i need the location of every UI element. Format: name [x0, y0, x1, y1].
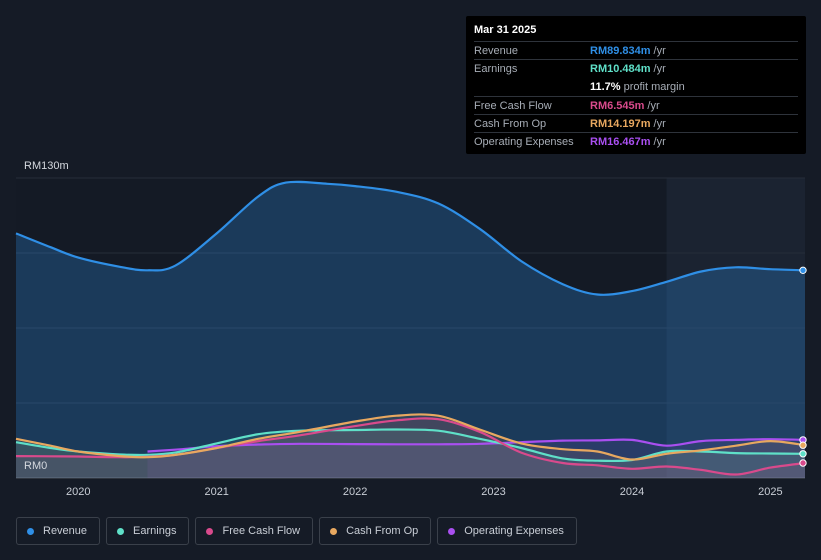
legend-dot-icon — [117, 527, 125, 535]
y-label-bottom: RM0 — [24, 460, 48, 472]
series-endpoint-2 — [799, 459, 807, 467]
legend-label: Earnings — [133, 525, 177, 537]
tooltip-unit: /yr — [653, 44, 666, 57]
series-endpoint-0 — [799, 266, 807, 275]
legend-item-operating-expenses[interactable]: Operating Expenses — [437, 517, 577, 545]
tooltip-value: 11.7% — [590, 81, 621, 94]
x-tick-label: 2023 — [481, 486, 505, 498]
series-line-1 — [15, 428, 806, 463]
series-endpoint-1 — [799, 450, 807, 458]
series-area-3 — [16, 414, 805, 478]
legend-item-cash-from-op[interactable]: Cash From Op — [319, 517, 432, 545]
tooltip-label: Operating Expenses — [474, 136, 574, 149]
legend: Revenue Earnings Free Cash Flow Cash Fro… — [16, 517, 577, 545]
tooltip-row-margin: 11.7% profit margin — [474, 78, 798, 96]
tooltip-unit: /yr — [653, 136, 666, 149]
x-axis-ticks: 2020 2021 2022 2023 2024 2025 — [66, 486, 783, 498]
tooltip-value: RM16.467m — [590, 136, 651, 149]
legend-item-revenue[interactable]: Revenue — [16, 517, 101, 545]
tooltip-panel: Mar 31 2025 Revenue RM89.834m /yr Earnin… — [466, 16, 806, 154]
x-tick-label: 2025 — [758, 486, 782, 498]
legend-label: Revenue — [43, 525, 88, 537]
tooltip-date: Mar 31 2025 — [474, 24, 537, 36]
tooltip-value: RM14.197m — [590, 117, 651, 130]
tooltip-row-earnings: Earnings RM10.484m /yr — [474, 59, 798, 77]
series-endpoint-3 — [799, 441, 807, 449]
chart-area: 2020 2021 2022 2023 2024 2025 — [15, 177, 807, 498]
legend-label: Free Cash Flow — [222, 525, 301, 537]
legend-item-free-cash-flow[interactable]: Free Cash Flow — [195, 517, 314, 545]
series-layer — [15, 180, 807, 478]
series-line-3 — [15, 413, 806, 461]
tooltip-value: RM89.834m — [590, 44, 651, 57]
y-label-top: RM130m — [24, 160, 69, 172]
tooltip-unit: /yr — [647, 99, 660, 112]
tooltip-label: Revenue — [474, 44, 519, 57]
legend-dot-icon — [448, 527, 456, 535]
legend-label: Operating Expenses — [464, 525, 564, 537]
series-area-2 — [16, 418, 805, 478]
series-area-0 — [16, 181, 805, 478]
tooltip-unit: /yr — [653, 117, 666, 130]
legend-label: Cash From Op — [346, 525, 419, 537]
tooltip-label: Earnings — [474, 62, 518, 75]
series-line-0 — [15, 180, 806, 296]
tooltip-row-fcf: Free Cash Flow RM6.545m /yr — [474, 95, 798, 114]
tooltip-row-cfo: Cash From Op RM14.197m /yr — [474, 114, 798, 132]
legend-dot-icon — [206, 527, 214, 535]
x-tick-label: 2021 — [204, 486, 228, 498]
tooltip-value: RM10.484m — [590, 62, 651, 75]
tooltip-row-revenue: Revenue RM89.834m /yr — [474, 41, 798, 59]
legend-dot-icon — [330, 527, 338, 535]
legend-dot-icon — [27, 527, 34, 535]
x-tick-label: 2024 — [620, 486, 644, 498]
tooltip-label: Free Cash Flow — [474, 99, 552, 112]
tooltip-row-opex: Operating Expenses RM16.467m /yr — [474, 132, 798, 150]
tooltip-value: RM6.545m — [590, 99, 645, 112]
tooltip-unit: profit margin — [623, 81, 685, 94]
legend-item-earnings[interactable]: Earnings — [106, 517, 190, 545]
x-tick-label: 2020 — [66, 486, 90, 498]
x-tick-label: 2022 — [343, 486, 367, 498]
tooltip-label: Cash From Op — [474, 117, 547, 130]
tooltip-unit: /yr — [653, 62, 666, 75]
